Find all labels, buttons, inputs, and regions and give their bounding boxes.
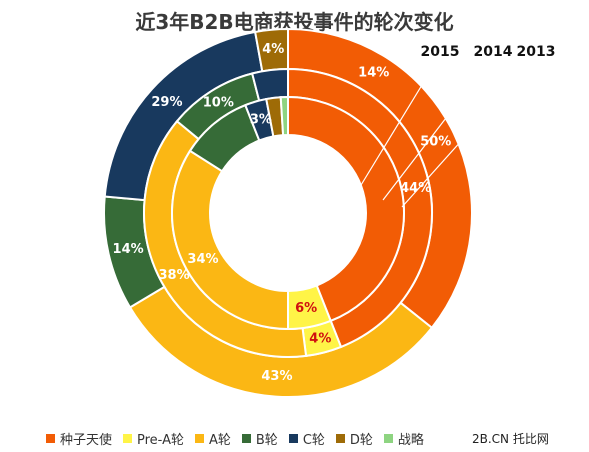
legend-label-3: B轮 [255,432,278,448]
legend-swatch-3 [241,433,251,443]
year-label-2013: 2013 [517,44,556,60]
legend-item-0: 种子天使 [46,429,112,448]
legend-swatch-2 [194,433,204,443]
data-label-2015-2: 34% [187,252,218,267]
legend-swatch-5 [335,433,345,443]
year-leader-2013 [401,61,533,208]
data-label-2014-3: 10% [203,96,234,111]
data-label-2013-extra: 14% [358,66,389,81]
data-label-2013-0: 50% [420,134,451,149]
year-leader-2014 [382,61,490,201]
legend-label-1: Pre-A轮 [137,432,184,448]
slice-2014-4 [250,67,289,102]
data-label-2014-2: 38% [159,268,190,283]
slice-2015-2 [171,149,289,331]
legend-label-4: C轮 [302,432,325,448]
legend-swatch-1 [123,433,133,443]
year-leader-2015 [357,61,437,191]
year-label-2015: 2015 [421,44,460,60]
slice-2015-6 [279,95,289,137]
legend-label-5: D轮 [349,432,373,448]
data-label-2013-2: 43% [261,369,292,384]
legend-item-6: 战略 [383,429,424,448]
year-label-2014: 2014 [474,44,513,60]
legend-swatch-4 [288,433,298,443]
data-label-2015-1: 6% [295,301,317,316]
legend-label-2: A轮 [208,432,231,448]
data-label-2014-0: 44% [400,181,431,196]
legend-label-6: 战略 [397,432,424,448]
data-label-2013-5: 4% [262,42,284,57]
watermark-text: 2B.CN 托比网 [472,432,549,446]
data-label-2014-1: 4% [309,331,331,346]
legend-item-1: Pre-A轮 [123,429,184,448]
data-label-2013-3: 14% [113,242,144,257]
data-label-2015-4: 3% [250,112,272,127]
legend-item-2: A轮 [194,429,231,448]
chart-legend: 种子天使 Pre-A轮 A轮 B轮 C轮 D轮 战略 [46,429,435,448]
data-label-2013-4: 29% [151,95,182,110]
slice-2015-0 [287,95,405,323]
legend-item-5: D轮 [335,429,373,448]
legend-swatch-6 [383,433,393,443]
legend-swatch-0 [46,433,55,443]
legend-item-4: C轮 [288,429,325,448]
legend-label-0: 种子天使 [60,432,113,448]
legend-item-3: B轮 [241,429,278,448]
